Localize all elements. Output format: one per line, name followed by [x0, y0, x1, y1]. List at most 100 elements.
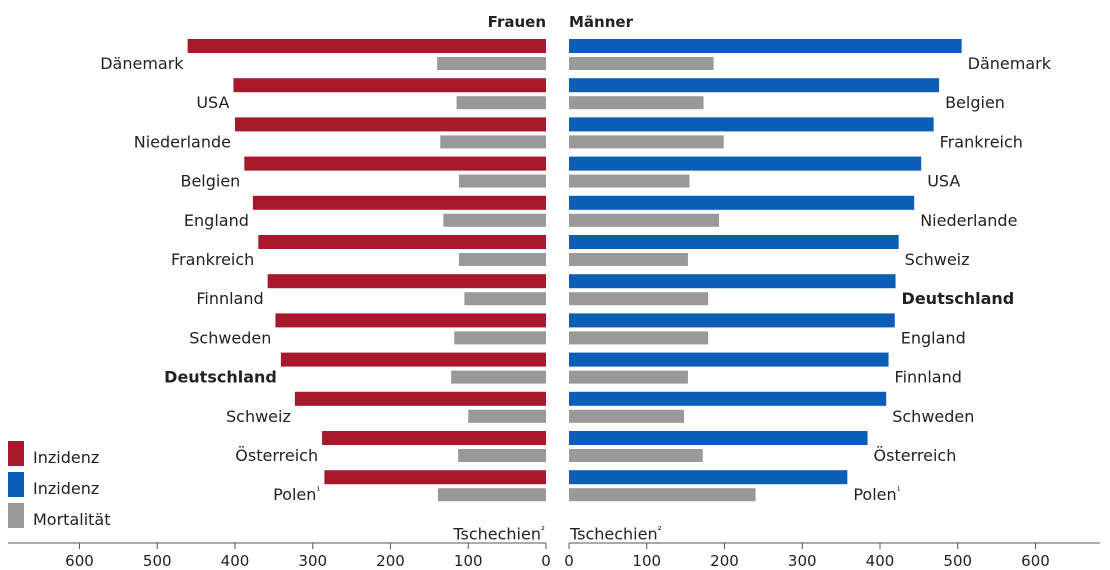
men-category-label: Schweiz: [905, 250, 970, 269]
men-mortality-bar: [569, 370, 688, 384]
women-incidence-bar: [322, 431, 546, 445]
men-mortality-bar: [569, 96, 704, 110]
men-category-label: Niederlande: [920, 211, 1017, 230]
legend-swatch: [8, 503, 24, 528]
men-incidence-bar: [569, 117, 934, 132]
men-incidence-bar: [569, 470, 848, 485]
women-category-label: Österreich: [235, 446, 318, 465]
legend-swatch: [8, 441, 24, 466]
men-incidence-bar: [569, 195, 915, 210]
women-category-label: Schweiz: [226, 407, 291, 426]
women-category-label: Schweden: [189, 328, 271, 347]
women-x-tick-label: 500: [143, 552, 172, 570]
women-mortality-bar: [464, 292, 546, 306]
men-category-label: USA: [927, 172, 960, 191]
women-x-tick-label: 400: [221, 552, 250, 570]
women-incidence-bar: [294, 391, 546, 406]
women-category-label: Polen¹: [273, 485, 320, 504]
women-incidence-bar: [233, 78, 546, 93]
women-category-label: England: [184, 211, 249, 230]
men-mortality-bar: [569, 292, 709, 306]
women-category-label: Belgien: [180, 172, 240, 191]
women-incidence-bar: [252, 195, 546, 210]
men-category-label: Tschechien²: [569, 524, 662, 543]
men-x-tick-label: 300: [788, 552, 817, 570]
women-mortality-bar: [468, 409, 546, 423]
men-category-label: Finnland: [895, 368, 962, 387]
women-mortality-bar: [458, 253, 546, 266]
women-x-tick-label: 0: [541, 552, 551, 570]
women-mortality-bar: [440, 135, 546, 149]
men-mortality-bar: [569, 57, 714, 70]
legend-label: Inzidenz: [33, 448, 99, 467]
women-incidence-bar: [267, 274, 546, 289]
men-mortality-bar: [569, 331, 709, 345]
legend-label: Mortalität: [33, 510, 111, 529]
men-incidence-bar: [569, 156, 922, 171]
men-title: Männer: [569, 13, 634, 31]
men-incidence-bar: [569, 391, 887, 406]
legend: Inzidenz Inzidenz Mortalität: [8, 441, 111, 529]
men-category-label: Österreich: [874, 446, 957, 465]
men-incidence-bar: [569, 274, 896, 289]
women-incidence-bar: [187, 39, 546, 53]
men-x-tick-label: 500: [943, 552, 972, 570]
women-mortality-bar: [454, 331, 546, 345]
women-incidence-bar: [324, 470, 546, 485]
men-x-tick-label: 100: [632, 552, 661, 570]
women-category-label: Deutschland: [164, 368, 277, 387]
women-mortality-bar: [437, 57, 546, 70]
men-mortality-bar: [569, 135, 724, 149]
women-category-label: USA: [196, 93, 229, 112]
women-incidence-bar: [235, 117, 546, 132]
women-incidence-bar: [258, 235, 546, 249]
men-x-tick-label: 200: [710, 552, 739, 570]
men-mortality-bar: [569, 253, 688, 266]
women-x-tick-label: 100: [454, 552, 483, 570]
men-x-tick-label: 600: [1021, 552, 1050, 570]
women-panel: Frauen Dänemark USA Niederlande Belgien Engl…: [8, 13, 551, 570]
women-category-label: Tschechien²: [452, 524, 545, 543]
men-incidence-bar: [569, 78, 940, 93]
women-category-label: Frankreich: [171, 250, 254, 269]
women-category-label: Niederlande: [134, 132, 231, 151]
men-category-label: Polen¹: [853, 485, 900, 504]
women-mortality-bar: [443, 213, 546, 227]
women-mortality-bar: [456, 96, 546, 110]
men-category-label: Deutschland: [902, 289, 1015, 308]
women-category-label: Dänemark: [100, 54, 184, 73]
men-category-label: Frankreich: [940, 132, 1023, 151]
men-x-tick-label: 0: [564, 552, 574, 570]
men-mortality-bar: [569, 409, 685, 423]
women-x-tick-label: 600: [65, 552, 94, 570]
women-incidence-bar: [280, 352, 546, 367]
legend-label: Inzidenz: [33, 479, 99, 498]
men-incidence-bar: [569, 431, 868, 445]
men-category-label: Schweden: [892, 407, 974, 426]
legend-swatch: [8, 472, 24, 497]
men-mortality-bar: [569, 449, 703, 462]
men-incidence-bar: [569, 352, 889, 367]
men-category-label: England: [901, 328, 966, 347]
women-x-tick-label: 200: [376, 552, 405, 570]
women-title: Frauen: [488, 13, 546, 31]
men-incidence-bar: [569, 313, 895, 328]
men-mortality-bar: [569, 174, 690, 188]
men-incidence-bar: [569, 235, 899, 249]
men-panel: Männer Dänemark Belgien Frankreich USA Niede…: [564, 13, 1100, 570]
women-mortality-bar: [451, 370, 546, 384]
men-x-tick-label: 400: [866, 552, 895, 570]
women-mortality-bar: [437, 488, 546, 502]
women-mortality-bar: [458, 174, 546, 188]
women-incidence-bar: [244, 156, 546, 171]
men-category-label: Dänemark: [968, 54, 1052, 73]
men-incidence-bar: [569, 39, 962, 53]
women-category-label: Finnland: [196, 289, 263, 308]
men-category-label: Belgien: [945, 93, 1005, 112]
men-mortality-bar: [569, 488, 756, 502]
women-incidence-bar: [275, 313, 546, 328]
men-mortality-bar: [569, 213, 720, 227]
women-x-tick-label: 300: [298, 552, 327, 570]
women-mortality-bar: [458, 449, 546, 462]
